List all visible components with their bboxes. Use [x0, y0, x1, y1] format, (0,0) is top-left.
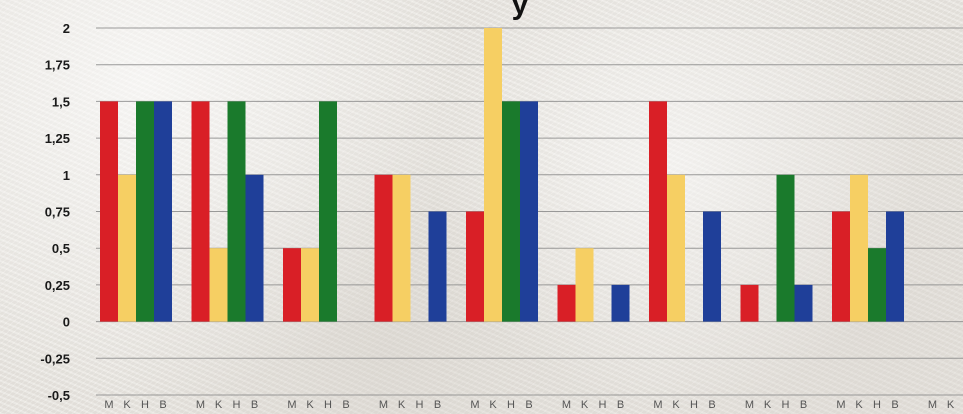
title-layer: y — [512, 0, 529, 21]
y-tick-label: 1 — [63, 168, 70, 183]
bar-label: B — [434, 399, 441, 411]
bar-m — [557, 284, 576, 322]
bar-k — [209, 248, 228, 322]
bar-label: M — [928, 399, 937, 411]
bars — [100, 28, 904, 322]
bar-b — [611, 284, 630, 322]
bar-label: H — [324, 399, 332, 411]
bar-label: K — [855, 399, 863, 411]
y-tick-label: 0,5 — [52, 241, 70, 256]
y-tick-label: -0,5 — [48, 388, 70, 403]
bar-label: M — [196, 399, 205, 411]
bar-k — [575, 248, 594, 322]
y-tick-label: 2 — [63, 21, 70, 36]
bar-label: H — [873, 399, 881, 411]
bar-k — [118, 174, 136, 322]
bar-labels: MKHBMKHBMKHBMKHBMKHBMKHBMKHBMKHBMKHBMKH — [104, 399, 955, 411]
bar-m — [100, 101, 118, 322]
bar-b — [520, 101, 538, 322]
bar-label: B — [617, 399, 624, 411]
bar-m — [283, 248, 301, 322]
bar-label: M — [562, 399, 571, 411]
bar-h — [227, 101, 246, 322]
bar-label: B — [525, 399, 532, 411]
bar-label: M — [745, 399, 754, 411]
bar-h — [502, 101, 520, 322]
bar-h — [868, 248, 886, 322]
bar-m — [466, 211, 484, 322]
bar-label: K — [764, 399, 772, 411]
bar-label: M — [653, 399, 662, 411]
bar-b — [428, 211, 447, 322]
bar-m — [374, 174, 393, 322]
bar-label: B — [708, 399, 715, 411]
bar-label: M — [104, 399, 113, 411]
bar-label: H — [416, 399, 424, 411]
bar-label: H — [233, 399, 241, 411]
bar-k — [301, 248, 319, 322]
bar-k — [850, 174, 868, 322]
bar-b — [245, 174, 264, 322]
bar-k — [484, 28, 502, 322]
y-tick-label: 1,5 — [52, 94, 70, 109]
bar-b — [154, 101, 172, 322]
bar-label: K — [672, 399, 680, 411]
y-tick-label: 1,25 — [45, 131, 70, 146]
y-axis-ticks: 2 1,75 1,5 1,25 1 0,75 0,5 0,25 0 -0,25 -0,5 — [40, 21, 70, 403]
y-tick-label: -0,25 — [40, 351, 70, 366]
bar-k — [392, 174, 411, 322]
bar-label: K — [947, 399, 955, 411]
bar-label: K — [489, 399, 497, 411]
bar-m — [832, 211, 850, 322]
bar-label: B — [800, 399, 807, 411]
bar-label: M — [836, 399, 845, 411]
bar-label: K — [398, 399, 406, 411]
bar-label: H — [141, 399, 149, 411]
bar-m — [740, 284, 759, 322]
bar-label: B — [159, 399, 166, 411]
bar-label: K — [123, 399, 131, 411]
bar-label: K — [306, 399, 314, 411]
bar-b — [794, 284, 813, 322]
bar-label: H — [782, 399, 790, 411]
bar-label: B — [251, 399, 258, 411]
bar-label: H — [507, 399, 515, 411]
bar-label: M — [470, 399, 479, 411]
y-tick-label: 0 — [63, 315, 70, 330]
bar-label: H — [599, 399, 607, 411]
y-tick-label: 0,25 — [45, 278, 70, 293]
bar-label: K — [215, 399, 223, 411]
bar-b — [886, 211, 904, 322]
bar-label: B — [891, 399, 898, 411]
bar-h — [776, 174, 795, 322]
y-tick-label: 1,75 — [45, 58, 70, 73]
bar-label: M — [287, 399, 296, 411]
bar-m — [191, 101, 210, 322]
bar-h — [319, 101, 337, 322]
bar-label: K — [581, 399, 589, 411]
bar-label: H — [690, 399, 698, 411]
bar-b — [703, 211, 721, 322]
bar-h — [136, 101, 154, 322]
chart-title-fragment: y — [512, 0, 529, 21]
bar-k — [667, 174, 685, 322]
bar-m — [649, 101, 667, 322]
bar-label: B — [342, 399, 349, 411]
y-tick-label: 0,75 — [45, 205, 70, 220]
bar-label: M — [379, 399, 388, 411]
